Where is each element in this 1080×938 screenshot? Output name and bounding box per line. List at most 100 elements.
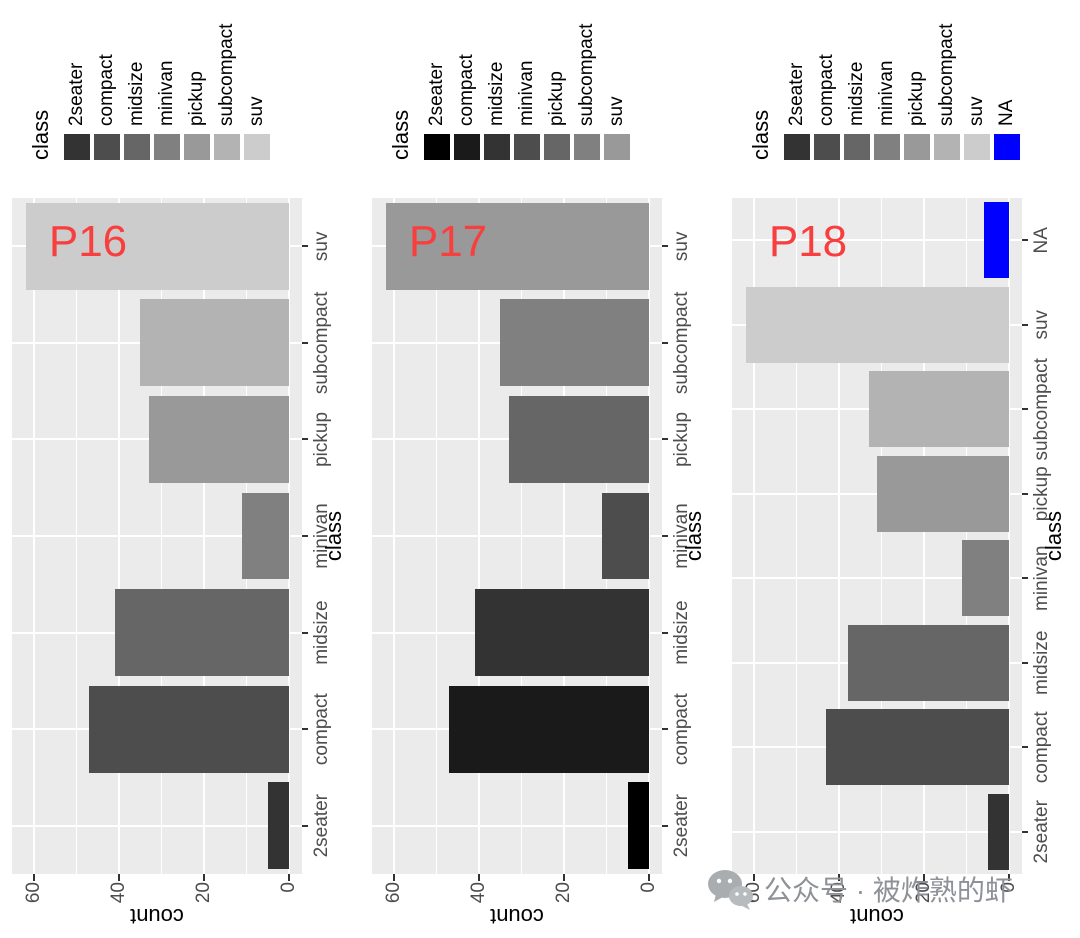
x-tick-mark <box>1022 323 1028 326</box>
chart-panel-P16: count 0 20 40 60 2seater compact midsize minivan… <box>4 0 356 938</box>
x-tick-mark <box>1022 408 1028 411</box>
legend-key-suv <box>604 134 630 160</box>
x-tick-mark <box>1022 661 1028 664</box>
panel-label-P17: P17 <box>408 217 488 266</box>
legend-key-suv <box>964 134 990 160</box>
legend-entry-pickup: pickup <box>184 24 210 160</box>
chart-panel-P17: count 0 20 40 60 2seater compact midsize minivan… <box>364 0 716 938</box>
x-tick-mark <box>662 728 668 731</box>
x-tick-mark <box>1022 577 1028 580</box>
y-tick-mark <box>203 874 205 881</box>
bar-2seater <box>267 782 289 870</box>
watermark-text: 公众号 · 被炸熟的虾 <box>764 875 1013 906</box>
legend-label: minivan <box>876 60 897 126</box>
panel-label-P16: P16 <box>48 217 128 266</box>
y-tick-label: 0 <box>638 882 659 893</box>
x-tick-mark <box>662 341 668 344</box>
legend-entry-minivan: minivan <box>514 24 540 160</box>
x-tick-label: 2seater <box>311 794 332 858</box>
x-tick-mark <box>302 824 308 827</box>
bar-2seater <box>987 793 1009 870</box>
legend-key-suv <box>244 134 270 160</box>
legend-key-compact <box>94 134 120 160</box>
bar-minivan <box>242 492 289 580</box>
legend-entry-2seater: 2seater <box>424 24 450 160</box>
legend-label: NA <box>996 99 1017 126</box>
x-tick-label: 2seater <box>1031 800 1052 864</box>
legend-entry-NA: NA <box>994 24 1020 160</box>
x-tick-mark <box>302 728 308 731</box>
x-tick-mark <box>302 631 308 634</box>
legend-entry-2seater: 2seater <box>784 24 810 160</box>
x-tick-label: suv <box>1031 309 1052 340</box>
y-tick-mark <box>118 874 120 881</box>
x-tick-mark <box>1022 746 1028 749</box>
x-axis-title: class <box>1041 510 1066 562</box>
bar-subcompact <box>500 299 649 387</box>
legend-key-minivan <box>514 134 540 160</box>
x-tick-mark <box>662 535 668 537</box>
x-tick-label: pickup <box>671 411 692 467</box>
bar-2seater <box>627 782 649 870</box>
y-tick-label: 20 <box>193 882 214 904</box>
legend-key-midsize <box>844 134 870 160</box>
legend-key-subcompact <box>934 134 960 160</box>
y-tick-label: 60 <box>383 882 404 904</box>
legend-label: subcompact <box>576 23 597 126</box>
x-tick-label: compact <box>671 693 692 766</box>
bar-subcompact <box>868 371 1009 448</box>
x-tick-label: subcompact <box>671 291 692 395</box>
y-tick-label: 40 <box>468 882 489 904</box>
x-tick-mark <box>1022 830 1028 833</box>
legend-key-compact <box>454 134 480 160</box>
legend-key-midsize <box>484 134 510 160</box>
y-tick-label: 60 <box>23 882 44 904</box>
legend-label: minivan <box>156 60 177 126</box>
x-tick-label: compact <box>1031 711 1052 784</box>
legend-entry-compact: compact <box>454 24 480 160</box>
legend-entry-2seater: 2seater <box>64 24 90 160</box>
y-tick-label: 0 <box>278 882 299 893</box>
legend-key-compact <box>814 134 840 160</box>
plot-area <box>12 198 302 874</box>
bar-pickup <box>877 455 1009 532</box>
bar-midsize <box>474 589 649 677</box>
x-tick-mark <box>302 245 308 248</box>
y-tick-mark <box>33 874 35 881</box>
x-tick-mark <box>1022 239 1028 242</box>
legend-key-subcompact <box>574 134 600 160</box>
bar-midsize <box>114 589 289 677</box>
category-gridline <box>372 824 662 827</box>
bar-subcompact <box>140 299 289 387</box>
legend-key-2seater <box>424 134 450 160</box>
x-tick-label: NA <box>1031 227 1052 254</box>
x-tick-mark <box>662 245 668 248</box>
x-tick-label: midsize <box>671 600 692 665</box>
legend-entry-suv: suv <box>604 24 630 160</box>
x-tick-label: suv <box>311 231 332 262</box>
panel-label-P18: P18 <box>768 217 848 266</box>
legend-label: minivan <box>516 60 537 126</box>
bar-compact <box>826 709 1009 786</box>
x-tick-mark <box>302 535 308 537</box>
legend-label: 2seater <box>66 62 87 126</box>
y-axis-title: count <box>130 904 184 929</box>
x-tick-label: 2seater <box>671 794 692 858</box>
x-tick-label: midsize <box>311 600 332 665</box>
legend-label: pickup <box>546 71 567 126</box>
x-tick-mark <box>662 631 668 634</box>
legend-key-midsize <box>124 134 150 160</box>
category-gridline <box>732 830 1022 833</box>
legend-key-2seater <box>784 134 810 160</box>
x-tick-label: midsize <box>1031 630 1052 695</box>
x-tick-mark <box>302 438 308 441</box>
legend-entry-minivan: minivan <box>874 24 900 160</box>
legend-key-NA <box>994 134 1020 160</box>
x-tick-label: subcompact <box>1031 358 1052 461</box>
legend-label: subcompact <box>936 23 957 126</box>
wechat-icon <box>708 870 753 910</box>
legend-label: compact <box>456 54 477 126</box>
legend: class 2seater compact midsize minivan pickup s… <box>28 24 274 160</box>
legend-key-subcompact <box>214 134 240 160</box>
